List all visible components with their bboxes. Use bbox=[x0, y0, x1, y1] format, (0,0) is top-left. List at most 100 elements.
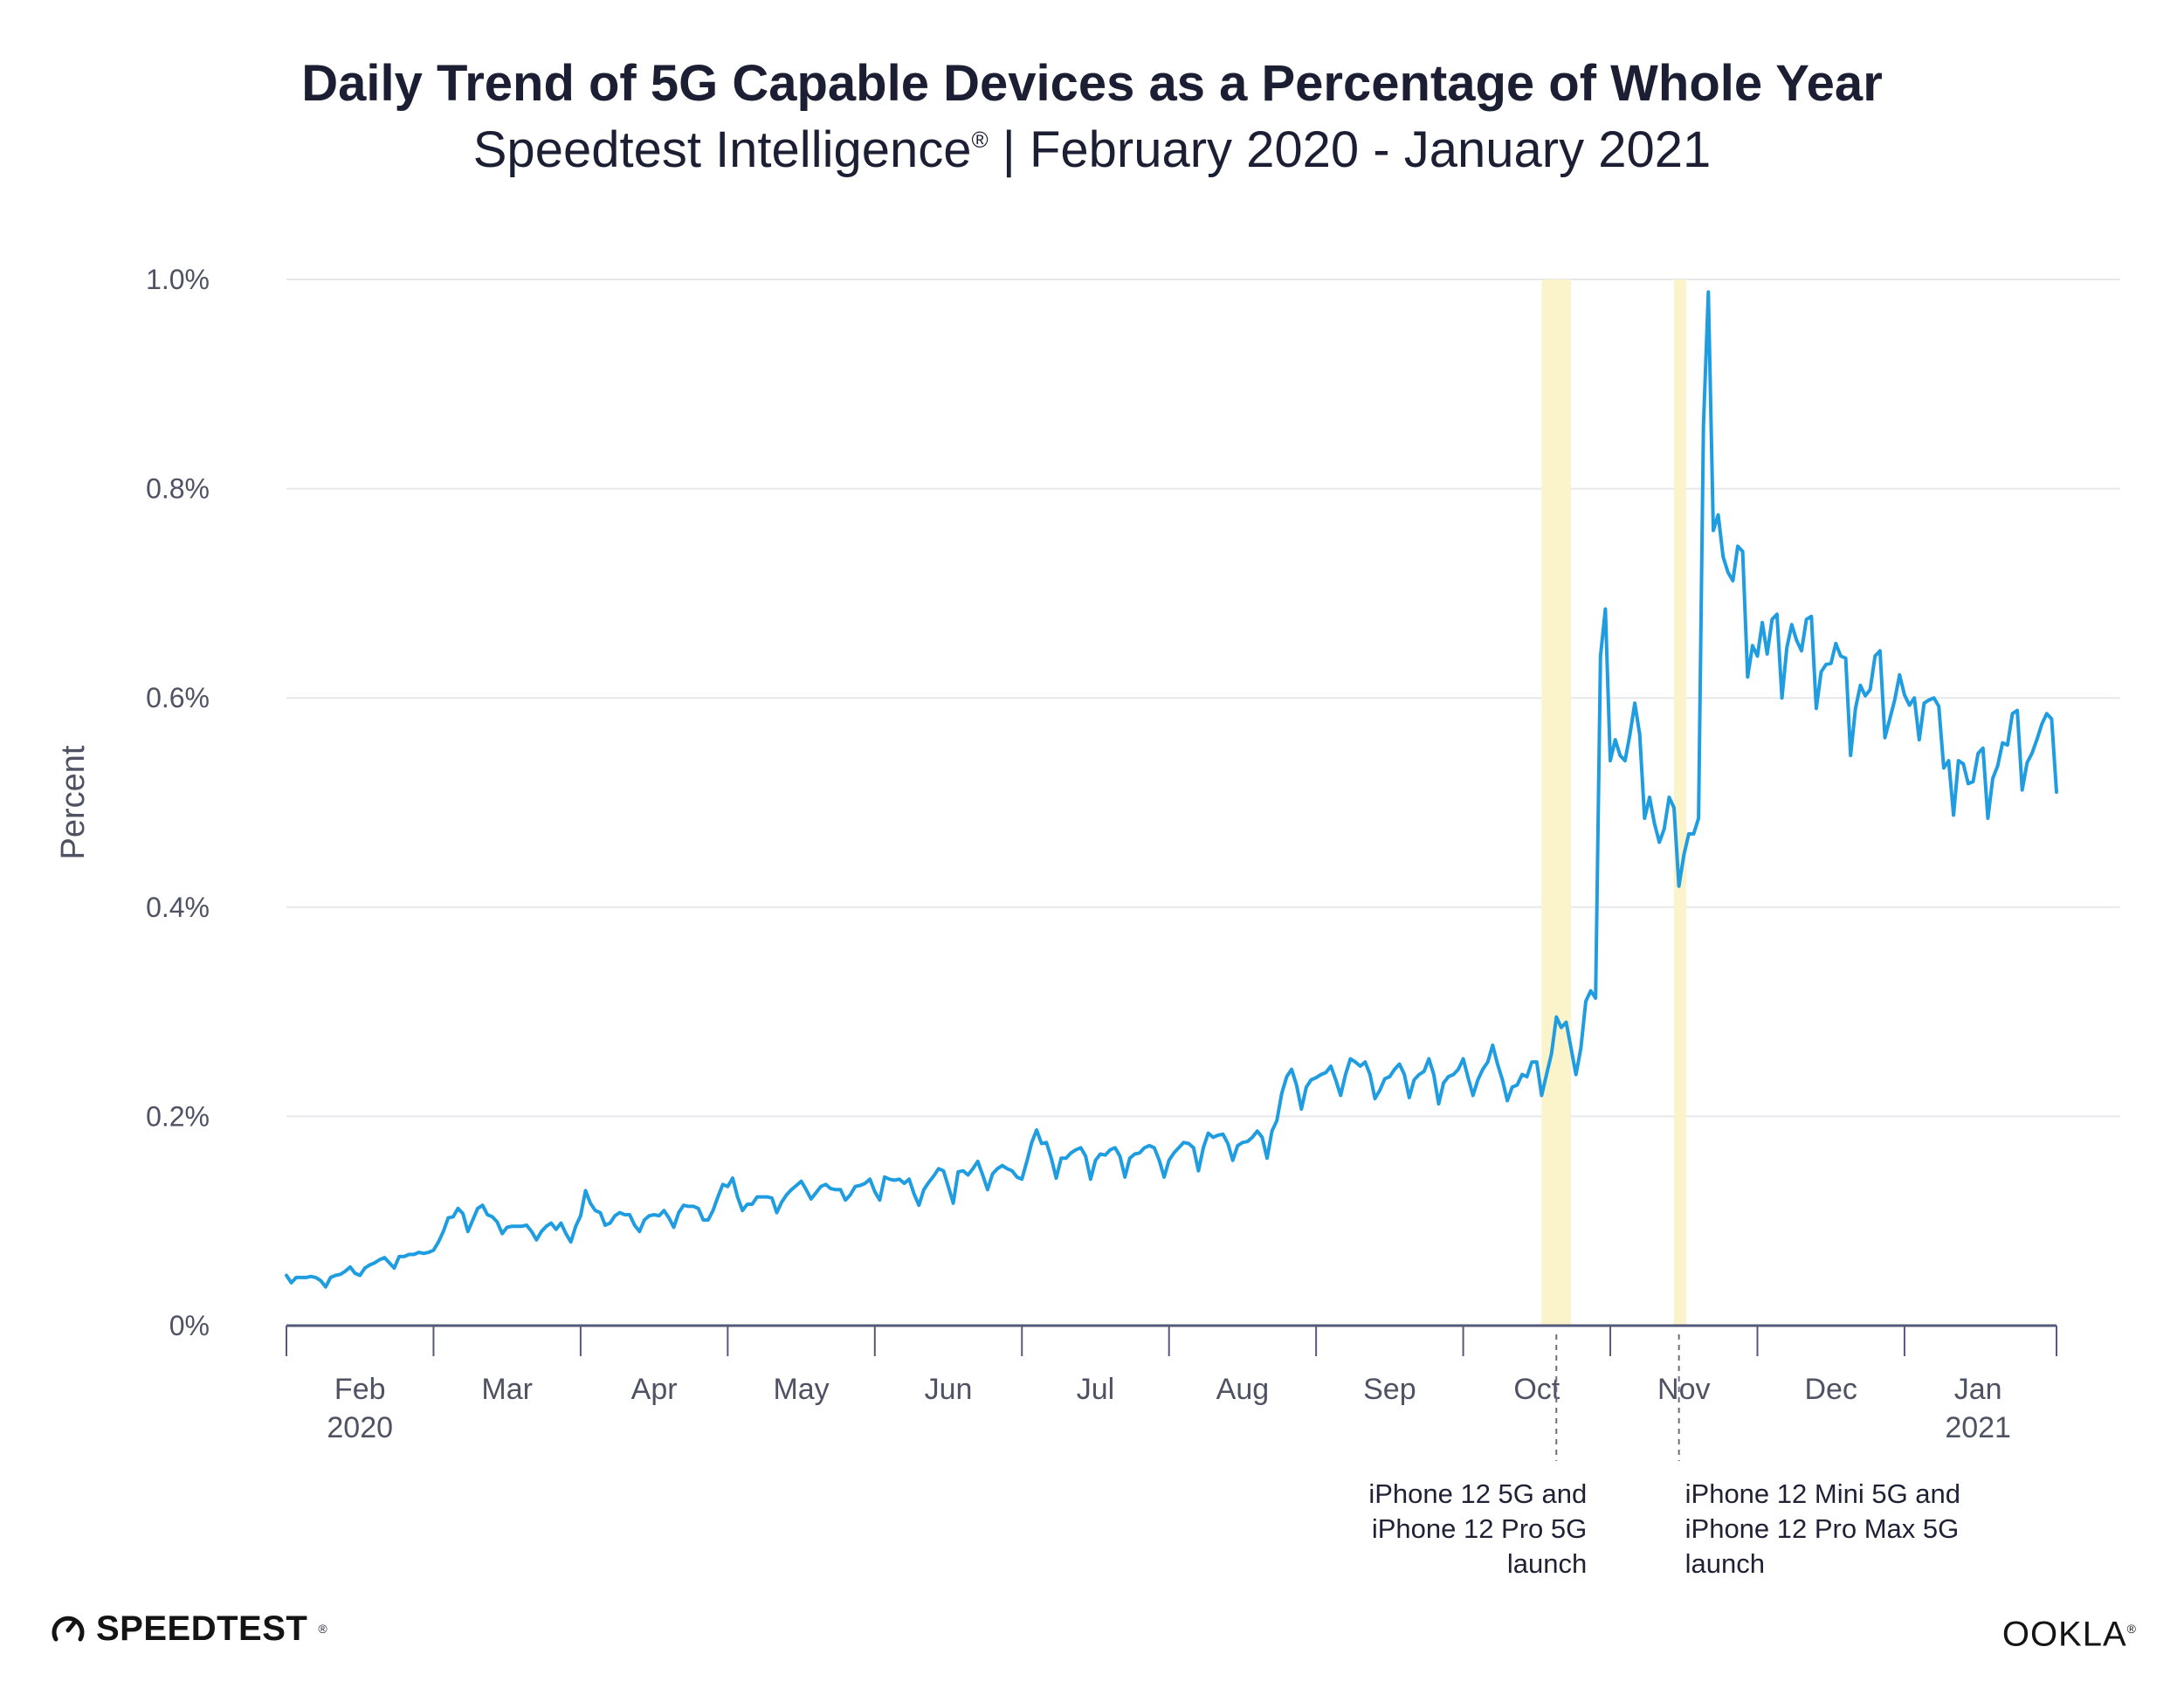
data-point bbox=[697, 1207, 700, 1210]
data-point bbox=[540, 1230, 543, 1233]
data-point bbox=[765, 1196, 768, 1199]
data-point bbox=[1471, 1093, 1475, 1097]
data-point bbox=[800, 1180, 803, 1183]
data-point bbox=[961, 1169, 965, 1173]
data-point bbox=[530, 1230, 534, 1233]
data-point bbox=[1672, 806, 1676, 810]
data-point bbox=[1535, 1060, 1539, 1064]
annotation-label: iPhone 12 5G and bbox=[1368, 1478, 1587, 1509]
data-point bbox=[1790, 623, 1794, 626]
data-point bbox=[1991, 776, 1995, 780]
data-point bbox=[686, 1204, 690, 1208]
x-tick-label: Dec bbox=[1804, 1373, 1857, 1406]
y-tick-label: 1.0% bbox=[146, 264, 210, 295]
data-point bbox=[667, 1216, 671, 1220]
data-point bbox=[819, 1185, 823, 1189]
data-point bbox=[1501, 1078, 1504, 1081]
data-point bbox=[1844, 657, 1848, 660]
data-point bbox=[873, 1190, 877, 1194]
data-point bbox=[1168, 1159, 1171, 1162]
data-point bbox=[1809, 615, 1813, 618]
data-point bbox=[922, 1188, 926, 1191]
data-point bbox=[1005, 1167, 1009, 1170]
data-point bbox=[609, 1222, 612, 1225]
data-point bbox=[471, 1218, 474, 1222]
data-point bbox=[2006, 743, 2009, 747]
data-point bbox=[1305, 1085, 1308, 1089]
ookla-trademark: ® bbox=[2126, 1622, 2137, 1636]
data-point bbox=[1869, 688, 1872, 692]
data-point bbox=[1334, 1078, 1338, 1081]
data-point bbox=[892, 1179, 896, 1182]
data-point bbox=[785, 1193, 789, 1196]
data-point bbox=[1079, 1146, 1083, 1149]
data-point bbox=[1815, 706, 1818, 710]
data-point bbox=[1094, 1159, 1097, 1162]
data-point bbox=[1569, 1047, 1573, 1050]
data-point bbox=[1967, 782, 1970, 785]
data-point bbox=[716, 1196, 720, 1199]
data-point bbox=[1530, 1060, 1533, 1064]
data-point bbox=[1961, 762, 1965, 766]
speedtest-wordmark: SPEEDTEST bbox=[96, 1609, 308, 1648]
data-point bbox=[618, 1211, 622, 1215]
data-point bbox=[1594, 996, 1597, 1000]
data-point bbox=[917, 1203, 920, 1207]
data-point bbox=[1099, 1153, 1102, 1155]
data-point bbox=[932, 1175, 935, 1178]
data-point bbox=[486, 1213, 489, 1216]
data-point bbox=[1226, 1142, 1230, 1145]
data-point bbox=[1398, 1063, 1402, 1065]
data-point bbox=[736, 1196, 740, 1199]
data-point bbox=[1207, 1132, 1210, 1135]
data-point bbox=[446, 1216, 450, 1220]
data-point bbox=[594, 1209, 597, 1212]
data-point bbox=[603, 1223, 607, 1227]
data-point bbox=[2036, 738, 2038, 741]
data-point bbox=[1001, 1164, 1004, 1168]
data-point bbox=[495, 1220, 499, 1223]
data-point bbox=[780, 1201, 783, 1204]
data-point bbox=[947, 1185, 950, 1189]
data-point bbox=[677, 1211, 680, 1215]
data-point bbox=[1614, 738, 1617, 741]
data-point bbox=[314, 1276, 318, 1279]
data-point bbox=[2050, 717, 2053, 720]
data-point bbox=[623, 1213, 626, 1216]
data-point bbox=[1462, 1058, 1465, 1060]
data-point bbox=[1515, 1084, 1519, 1086]
data-point bbox=[1918, 738, 1921, 741]
data-point bbox=[1996, 764, 2000, 768]
data-point bbox=[598, 1211, 602, 1215]
data-point bbox=[1476, 1078, 1479, 1081]
data-point bbox=[1599, 654, 1602, 658]
data-point bbox=[692, 1204, 695, 1208]
data-point bbox=[1908, 704, 1912, 707]
data-point bbox=[839, 1188, 842, 1191]
data-point bbox=[1565, 1021, 1567, 1024]
data-point bbox=[1618, 754, 1622, 757]
data-point bbox=[1629, 733, 1631, 736]
data-point bbox=[956, 1170, 960, 1174]
data-point bbox=[1820, 670, 1822, 673]
data-point bbox=[1756, 654, 1759, 658]
y-tick-label: 0.8% bbox=[146, 473, 210, 505]
data-point bbox=[824, 1182, 828, 1186]
data-point bbox=[1942, 767, 1946, 769]
data-point bbox=[1952, 813, 1955, 817]
data-point bbox=[1667, 796, 1671, 799]
data-point bbox=[1256, 1129, 1259, 1133]
data-point bbox=[1864, 694, 1867, 698]
data-point bbox=[461, 1212, 465, 1216]
data-point bbox=[1035, 1128, 1038, 1132]
data-point bbox=[324, 1285, 327, 1289]
data-point bbox=[1354, 1060, 1357, 1064]
data-point bbox=[1795, 638, 1798, 642]
data-point bbox=[427, 1251, 431, 1254]
data-point bbox=[761, 1196, 764, 1199]
data-point bbox=[1903, 693, 1906, 697]
data-point bbox=[971, 1167, 975, 1170]
data-point bbox=[1981, 747, 1985, 750]
data-point bbox=[1678, 885, 1681, 888]
data-point bbox=[1202, 1146, 1205, 1149]
